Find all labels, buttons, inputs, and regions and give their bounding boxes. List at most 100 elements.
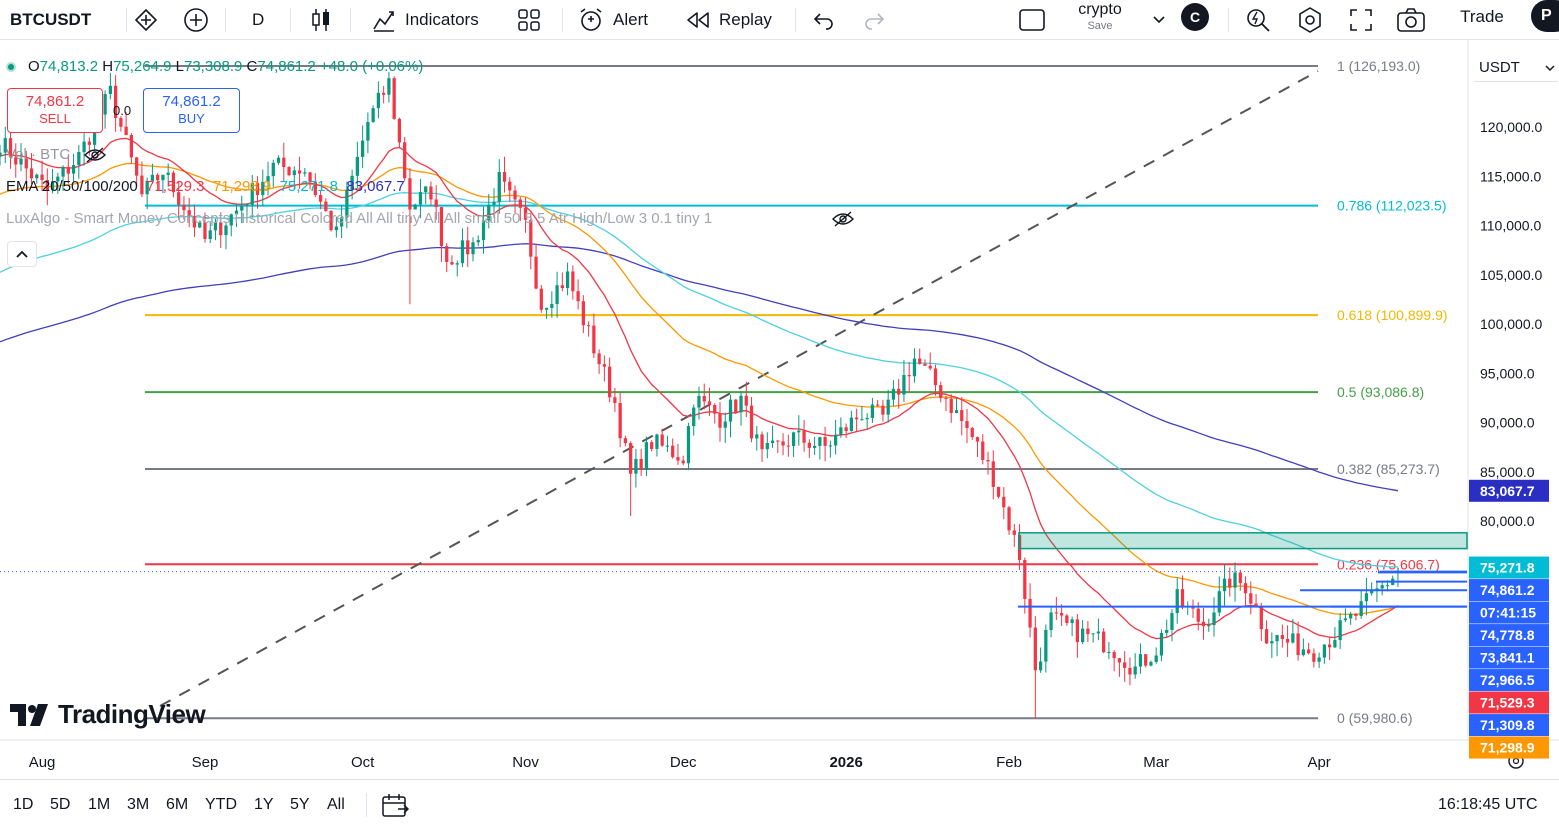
- range-1y[interactable]: 1Y: [254, 796, 274, 813]
- candle-body: [1002, 496, 1006, 508]
- candle-body: [292, 170, 296, 176]
- candle-body: [597, 353, 601, 365]
- symbol-search[interactable]: BTCUSDT: [10, 0, 91, 40]
- user-avatar[interactable]: C: [1181, 3, 1209, 31]
- candle-body: [1317, 657, 1321, 662]
- candle-body: [644, 442, 649, 470]
- range-all[interactable]: All: [327, 796, 345, 813]
- chart-type-button[interactable]: [309, 0, 333, 40]
- candle-body: [113, 85, 118, 118]
- rewind-icon: [687, 12, 709, 28]
- candle-body: [513, 190, 517, 200]
- candle-body: [1012, 530, 1016, 535]
- eye-crossed-icon[interactable]: [84, 146, 107, 163]
- candle-body: [618, 403, 622, 439]
- price-axis-badge-label: 71,529.3: [1480, 695, 1535, 711]
- range-3m[interactable]: 3M: [127, 796, 150, 813]
- candle-body: [1296, 633, 1300, 656]
- candle-body: [250, 182, 254, 205]
- candle-body: [1054, 612, 1058, 614]
- buy-button[interactable]: 74,861.2 BUY: [143, 88, 240, 133]
- candles[interactable]: [0, 72, 1400, 718]
- ema100-line[interactable]: [0, 192, 1399, 568]
- redo-button[interactable]: [863, 0, 885, 40]
- range-6m[interactable]: 6M: [166, 796, 189, 813]
- quick-search-button[interactable]: [1245, 0, 1271, 40]
- candle-body: [35, 174, 39, 179]
- layout-menu-button[interactable]: [1152, 0, 1166, 40]
- trade-button[interactable]: Trade: [1444, 2, 1520, 32]
- interval-button[interactable]: D: [252, 0, 264, 40]
- candle-body: [29, 168, 34, 179]
- add-compare-button[interactable]: [134, 0, 158, 40]
- range-1d[interactable]: 1D: [13, 796, 34, 813]
- candle-body: [182, 204, 186, 211]
- ema200-line[interactable]: [0, 243, 1399, 492]
- fib-trend-line[interactable]: [159, 70, 1319, 707]
- templates-button[interactable]: [517, 0, 541, 40]
- settings-button[interactable]: [1296, 0, 1324, 40]
- indicators-button[interactable]: Indicators: [371, 0, 479, 40]
- candle-body: [392, 78, 396, 119]
- candle-body: [965, 421, 969, 429]
- currency-select[interactable]: USDT: [1474, 54, 1558, 82]
- range-ytd[interactable]: YTD: [205, 796, 237, 813]
- add-symbol-button[interactable]: [183, 0, 209, 40]
- candle-body: [266, 176, 270, 182]
- buy-label: BUY: [178, 111, 205, 126]
- candle-body: [61, 166, 65, 177]
- price-axis-badge-label: 73,841.1: [1480, 650, 1535, 666]
- candle-body: [1359, 601, 1363, 616]
- candle-body: [686, 426, 691, 464]
- candle-body: [376, 92, 381, 109]
- candle-body: [1133, 666, 1137, 675]
- candle-body: [1249, 593, 1253, 604]
- luxalgo-legend[interactable]: LuxAlgo - Smart Money Concepts Historica…: [6, 210, 855, 227]
- candle-body: [166, 172, 170, 175]
- market-status-dot: [6, 61, 16, 72]
- profile-button[interactable]: P: [1531, 0, 1559, 32]
- range-5d[interactable]: 5D: [50, 796, 71, 813]
- range-1m[interactable]: 1M: [88, 796, 111, 813]
- calendar-range-icon[interactable]: [381, 793, 409, 819]
- sell-button[interactable]: 74,861.2 SELL: [7, 88, 103, 133]
- candle-body: [1180, 589, 1185, 607]
- fullscreen-button[interactable]: [1349, 0, 1373, 40]
- candle-body: [355, 156, 360, 176]
- price-axis-tick: 115,000.0: [1480, 168, 1541, 184]
- candle-body: [970, 428, 974, 438]
- order-block-zone[interactable]: [1018, 532, 1468, 550]
- fib-level-label: 0.786 (112,023.5): [1337, 198, 1447, 214]
- utc-clock[interactable]: 16:18:45 UTC: [1438, 796, 1538, 813]
- range-5y[interactable]: 5Y: [290, 796, 310, 813]
- undo-button[interactable]: [813, 0, 835, 40]
- candle-body: [1159, 632, 1164, 656]
- candle-body: [234, 210, 239, 215]
- redo-icon: [865, 13, 885, 30]
- ema50-value: 71,298.9: [212, 178, 272, 195]
- candle-body: [245, 204, 249, 207]
- ohlc-low: 73,308.9: [183, 58, 243, 75]
- collapse-legend-button[interactable]: [7, 241, 37, 267]
- volume-legend[interactable]: Vol · BTC: [6, 146, 107, 163]
- time-axis-label: Oct: [351, 754, 375, 771]
- ema-legend[interactable]: EMA 20/50/100/200 71,529.3 71,298.9 75,2…: [6, 178, 405, 195]
- square-icon: [1019, 9, 1045, 31]
- candle-body: [124, 126, 128, 136]
- candle-body: [1007, 507, 1011, 531]
- replay-button[interactable]: Replay: [685, 0, 772, 40]
- ema200-value: 83,067.7: [346, 178, 405, 195]
- snapshot-button[interactable]: [1396, 0, 1426, 40]
- fib-level-label: 0 (59,980.6): [1337, 710, 1413, 726]
- layout-save-button[interactable]: crypto Save: [1068, 0, 1132, 40]
- tradingview-logo[interactable]: TradingView: [10, 699, 206, 730]
- alert-button[interactable]: Alert: [577, 0, 648, 40]
- layout-name: crypto: [1078, 1, 1122, 18]
- candle-body: [108, 85, 112, 95]
- ohlc-legend[interactable]: O 74,813.2 H 75,264.9 L 73,308.9 C 74,861.2 …: [6, 58, 423, 75]
- eye-crossed-icon[interactable]: [832, 210, 855, 227]
- ema50-line[interactable]: [0, 162, 1399, 616]
- layout-button[interactable]: [1018, 0, 1046, 40]
- candle-body: [177, 192, 181, 205]
